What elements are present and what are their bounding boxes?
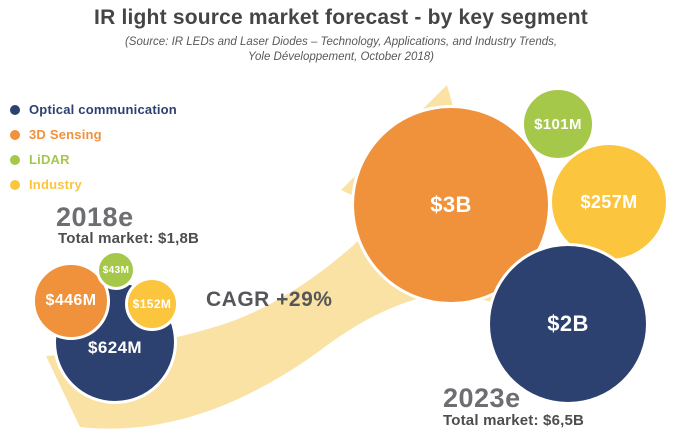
legend-item-industry: Industry	[10, 172, 177, 197]
legend-dot-industry-icon	[10, 179, 20, 190]
legend-dot-lidar-icon	[10, 154, 20, 165]
legend-label: Optical communication	[29, 102, 177, 117]
cagr-annotation: CAGR +29%	[206, 288, 333, 311]
bubble-value: $446M	[45, 292, 97, 309]
chart-title: IR light source market forecast - by key…	[94, 6, 588, 29]
legend-item-lidar: LiDAR	[10, 147, 177, 172]
bubble-value: $152M	[132, 297, 172, 311]
chart-source-line-2: Yole Développement, October 2018)	[247, 51, 435, 63]
group-year-2023: 2023e	[443, 383, 521, 413]
bubble-value: $2B	[547, 311, 589, 336]
bubble-value: $3B	[430, 192, 472, 217]
bubble-2018-industry: $152M	[125, 277, 179, 331]
bubble-2023-optical-communication: $2B	[487, 243, 649, 405]
legend-item-optical-communication: Optical communication	[10, 97, 177, 122]
bubble-2018-lidar: $43M	[96, 250, 136, 290]
chart-source-line-1: (Source: IR LEDs and Laser Diodes – Tech…	[124, 36, 558, 48]
bubble-value: $624M	[88, 338, 142, 357]
legend-label: LiDAR	[29, 152, 70, 167]
legend-item-3d-sensing: 3D Sensing	[10, 122, 177, 147]
bubble-value: $257M	[580, 191, 638, 212]
legend: Optical communication 3D Sensing LiDAR I…	[10, 97, 177, 197]
bubble-2023-industry: $257M	[549, 142, 669, 262]
bubble-value: $101M	[534, 115, 582, 133]
group-total-2018: Total market: $1,8B	[58, 230, 200, 247]
legend-dot-3d-sensing-icon	[10, 129, 20, 140]
legend-label: Industry	[29, 177, 82, 192]
legend-dot-optical-icon	[10, 104, 20, 115]
legend-label: 3D Sensing	[29, 127, 102, 142]
bubble-value: $43M	[102, 264, 130, 276]
group-total-2023: Total market: $6,5B	[443, 412, 585, 429]
group-year-2018: 2018e	[56, 202, 134, 232]
